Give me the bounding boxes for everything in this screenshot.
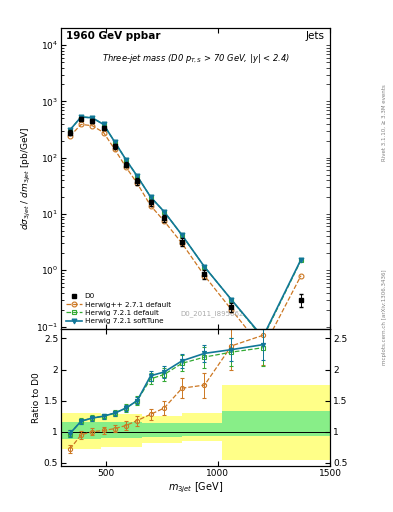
Text: Jets: Jets [306, 31, 325, 41]
Text: D0_2011_I895662: D0_2011_I895662 [180, 310, 243, 317]
Text: mcplots.cern.ch [arXiv:1306.3436]: mcplots.cern.ch [arXiv:1306.3436] [382, 270, 387, 365]
Legend: D0, Herwig++ 2.7.1 default, Herwig 7.2.1 default, Herwig 7.2.1 softTune: D0, Herwig++ 2.7.1 default, Herwig 7.2.1… [64, 292, 172, 326]
Text: Rivet 3.1.10, ≥ 3.3M events: Rivet 3.1.10, ≥ 3.3M events [382, 84, 387, 161]
Y-axis label: Ratio to D0: Ratio to D0 [32, 372, 41, 423]
X-axis label: $m_{3jet}$ [GeV]: $m_{3jet}$ [GeV] [168, 480, 223, 495]
Text: 1960 GeV ppbar: 1960 GeV ppbar [66, 31, 161, 41]
Y-axis label: $d\sigma_{3jet}$ / $dm_{3jet}$ [pb/GeV]: $d\sigma_{3jet}$ / $dm_{3jet}$ [pb/GeV] [20, 127, 33, 230]
Text: Three-jet mass (D0 $p_{T,S}$ > 70 GeV, |y| < 2.4): Three-jet mass (D0 $p_{T,S}$ > 70 GeV, |… [101, 52, 290, 65]
